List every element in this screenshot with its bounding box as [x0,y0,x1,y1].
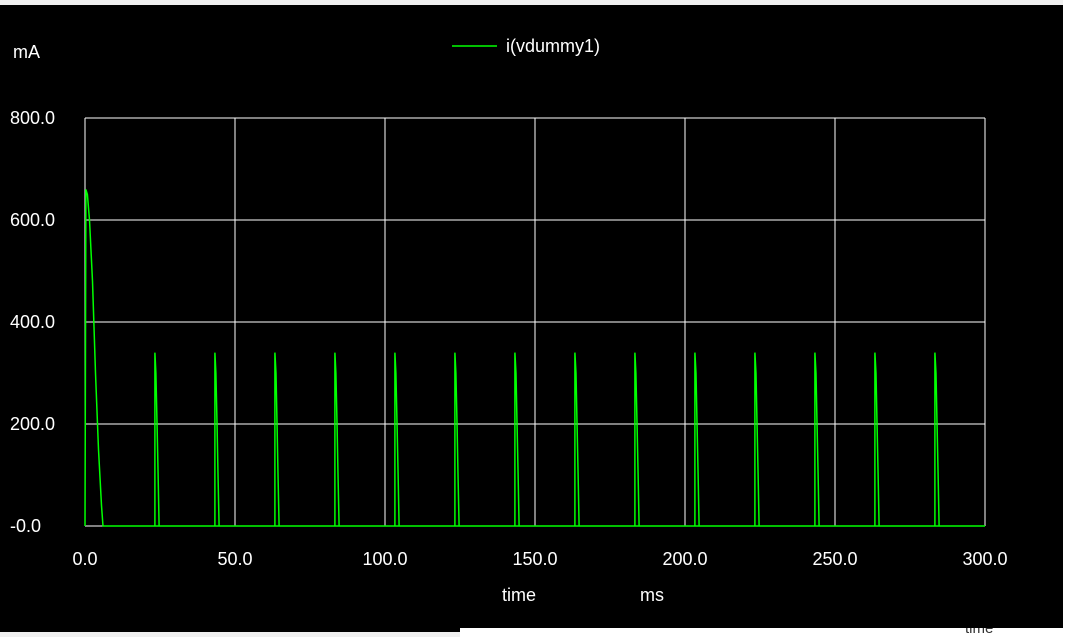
y-tick-label: 400.0 [10,312,55,332]
x-unit-label: ms [640,585,664,605]
grid [84,117,986,527]
y-tick-labels: -0.0 200.0 400.0 600.0 800.0 [10,108,55,536]
series [84,189,985,527]
series-line [84,189,985,527]
legend-label: i(vdummy1) [506,36,600,56]
y-unit-label: mA [13,42,40,62]
series-pulse [874,352,880,527]
x-tick-label: 300.0 [962,549,1007,569]
series-pulse [574,352,580,527]
series-pulse [154,352,160,527]
series-pulse [634,352,640,527]
x-tick-label: 200.0 [662,549,707,569]
x-tick-label: 0.0 [72,549,97,569]
y-tick-label: 600.0 [10,210,55,230]
bottom-strip: time [460,628,1069,637]
series-pulse [394,352,400,527]
series-pulse [694,352,700,527]
y-tick-label: 200.0 [10,414,55,434]
x-tick-label: 50.0 [217,549,252,569]
series-pulse [814,352,820,527]
y-tick-label: -0.0 [10,516,41,536]
x-axis-label: time [502,585,536,605]
plot-area: -0.0 200.0 400.0 600.0 800.0 0.0 50.0 100.0 150… [0,5,1063,632]
series-pulse [754,352,760,527]
chart-svg: -0.0 200.0 400.0 600.0 800.0 0.0 50.0 100.0 150… [10,36,1008,605]
x-tick-labels: 0.0 50.0 100.0 150.0 200.0 250.0 300.0 [72,549,1007,569]
series-pulse [514,352,520,527]
clipped-label: time [965,628,994,637]
series-pulse [454,352,460,527]
x-tick-label: 100.0 [362,549,407,569]
x-tick-label: 250.0 [812,549,857,569]
series-pulse [214,352,220,527]
series-pulse [274,352,280,527]
y-tick-label: 800.0 [10,108,55,128]
series-pulse [934,352,940,527]
right-edge [1063,0,1069,637]
x-tick-label: 150.0 [512,549,557,569]
series-pulse [334,352,340,527]
